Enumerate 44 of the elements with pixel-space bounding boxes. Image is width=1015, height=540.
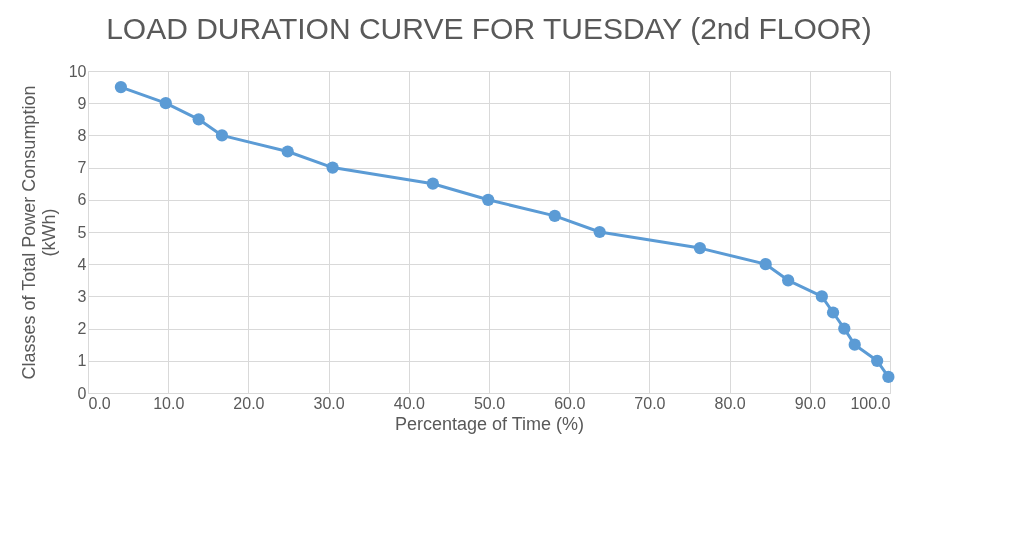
x-tick-label: 20.0 <box>233 394 265 412</box>
point <box>848 338 861 351</box>
x-tick-label: 100.0 <box>850 394 891 412</box>
point <box>548 209 561 223</box>
y-tick-label: 0 <box>77 384 87 402</box>
x-tick-label: 90.0 <box>794 394 826 412</box>
y-tick-label: 5 <box>77 223 87 241</box>
x-tick-label: 40.0 <box>393 394 425 412</box>
y-tick-label: 1 <box>77 352 87 370</box>
chart-title: LOAD DURATION CURVE FOR TUESDAY (2nd FLOOR) <box>106 12 872 45</box>
y-axis-title: Classes of Total Power Consumption (kWh) <box>18 85 59 380</box>
point <box>215 129 229 142</box>
point <box>114 80 128 94</box>
y-tick-label: 4 <box>77 255 87 273</box>
point <box>482 193 495 206</box>
point <box>815 290 828 303</box>
x-tick-label: 70.0 <box>634 394 666 412</box>
x-tick-label: 10.0 <box>153 394 185 412</box>
y-tick-label: 8 <box>77 126 87 144</box>
x-tick-label: 30.0 <box>313 394 345 412</box>
point <box>882 370 895 384</box>
point <box>192 113 205 126</box>
y-tick-label: 6 <box>77 191 87 209</box>
y-tick-label: 9 <box>77 94 87 112</box>
point <box>326 161 339 174</box>
x-tick-label: 50.0 <box>473 394 506 412</box>
x-tick-label: 80.0 <box>714 394 746 412</box>
point <box>693 241 707 255</box>
point <box>593 225 606 239</box>
y-tick-label: 10 <box>68 62 87 80</box>
x-axis-title: Percentage of Time (%) <box>394 413 585 434</box>
point <box>759 258 772 271</box>
x-tick-label: 0.0 <box>88 394 111 412</box>
point <box>281 145 294 158</box>
x-tick-label: 60.0 <box>554 394 586 412</box>
y-tick-label: 3 <box>77 287 87 305</box>
point <box>838 322 851 335</box>
point <box>871 354 884 367</box>
y-tick-label: 2 <box>77 320 87 338</box>
point <box>426 177 439 190</box>
point <box>782 274 795 287</box>
y-tick-label: 7 <box>77 159 87 177</box>
point <box>826 306 840 319</box>
point <box>159 97 172 110</box>
